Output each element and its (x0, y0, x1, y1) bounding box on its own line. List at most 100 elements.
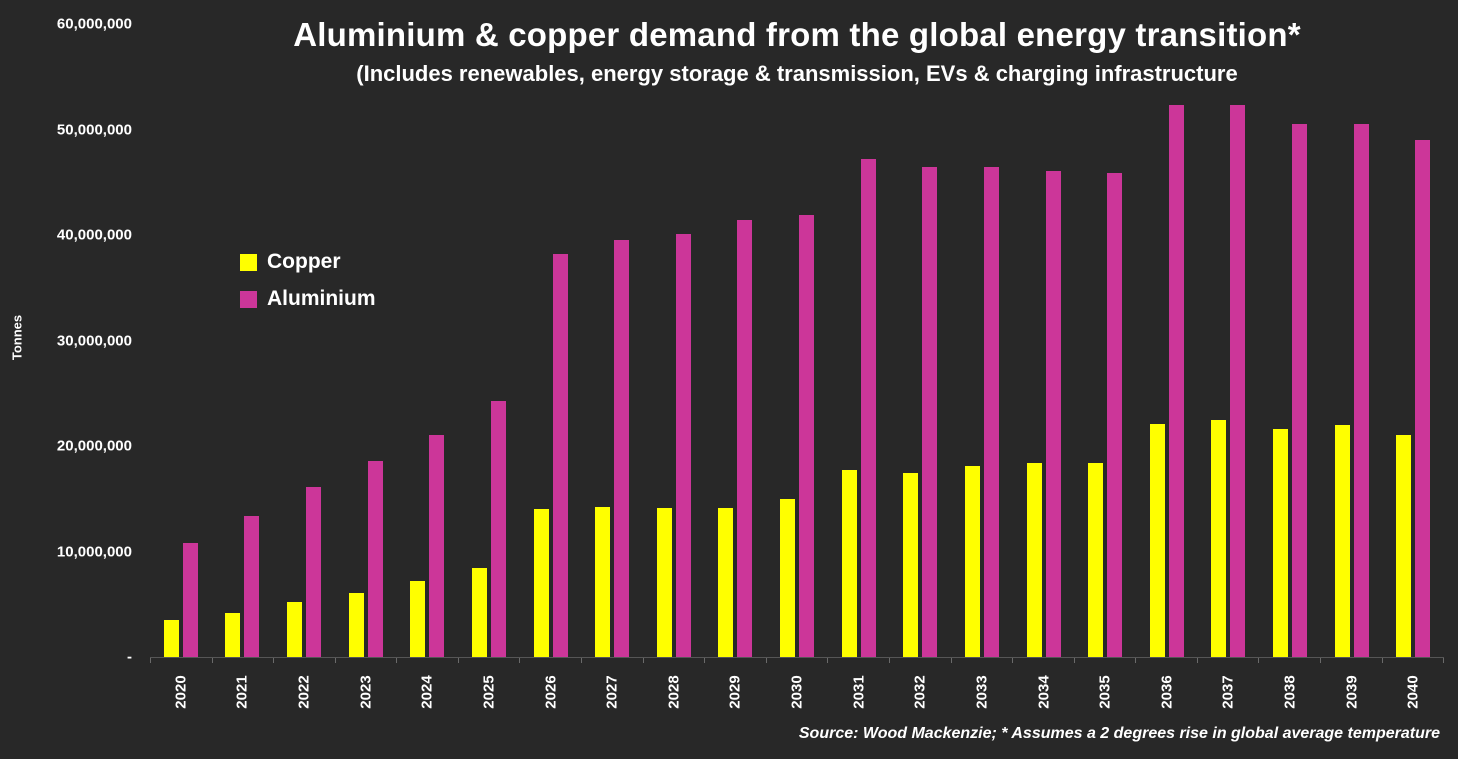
x-tick (1319, 658, 1382, 663)
bar-group-2036 (1136, 24, 1198, 657)
x-tick-label-2025: 2025 (480, 675, 498, 709)
x-tick (581, 658, 643, 663)
bar-copper-2034 (1026, 462, 1042, 657)
x-tick-label-2020: 2020 (172, 675, 190, 709)
bar-aluminium-2034 (1045, 170, 1061, 657)
bar-group-2032 (890, 24, 952, 657)
plot-area (150, 24, 1444, 657)
bar-copper-2029 (718, 508, 734, 657)
bar-aluminium-2024 (429, 435, 445, 657)
x-tick (827, 658, 889, 663)
bar-group-2020 (150, 24, 212, 657)
bar-group-2033 (951, 24, 1013, 657)
x-tick-label-2023: 2023 (357, 675, 375, 709)
bar-group-2037 (1198, 24, 1260, 657)
y-tick-label: 50,000,000 (56, 121, 132, 138)
legend-swatch-aluminium (240, 290, 257, 308)
bar-group-2029 (705, 24, 767, 657)
bar-aluminium-2026 (552, 254, 568, 657)
x-tick (396, 658, 458, 663)
bar-copper-2038 (1273, 429, 1289, 657)
legend-label-copper: Copper (267, 250, 341, 273)
bar-group-2024 (397, 24, 459, 657)
x-tick (1012, 658, 1074, 663)
bar-aluminium-2022 (306, 487, 322, 657)
bar-copper-2022 (287, 602, 303, 657)
bar-aluminium-2039 (1353, 124, 1369, 657)
x-tick-label-2026: 2026 (542, 675, 560, 709)
x-axis-ticks (150, 657, 1445, 663)
bar-aluminium-2029 (737, 220, 753, 657)
x-tick-label-2027: 2027 (603, 675, 621, 709)
x-tick (642, 658, 705, 663)
bar-aluminium-2028 (675, 233, 691, 657)
bar-group-2038 (1259, 24, 1321, 657)
bar-group-2021 (212, 24, 274, 657)
bar-copper-2031 (841, 470, 857, 657)
bar-group-2030 (766, 24, 828, 657)
bar-aluminium-2031 (860, 159, 876, 657)
y-tick-label: - (127, 648, 132, 666)
x-tick (1381, 658, 1445, 663)
x-tick-label-2037: 2037 (1219, 675, 1237, 709)
x-tick-label-2024: 2024 (418, 675, 436, 709)
bar-group-2022 (273, 24, 335, 657)
bar-copper-2040 (1396, 435, 1412, 657)
bar-aluminium-2032 (922, 167, 938, 657)
bar-copper-2032 (903, 473, 919, 657)
x-tick-label-2038: 2038 (1281, 675, 1299, 709)
bar-group-2023 (335, 24, 397, 657)
y-tick-label: 40,000,000 (56, 226, 132, 244)
x-tick-label-2033: 2033 (973, 675, 991, 709)
bar-aluminium-2025 (490, 400, 506, 657)
bar-copper-2035 (1088, 462, 1104, 657)
legend-item-copper: Copper (240, 250, 376, 274)
bar-aluminium-2020 (182, 543, 198, 657)
bar-aluminium-2021 (244, 515, 260, 657)
x-tick (950, 658, 1013, 663)
x-tick (150, 658, 212, 663)
bar-copper-2021 (225, 612, 241, 657)
x-tick (273, 658, 335, 663)
x-tick (1073, 658, 1136, 663)
x-tick-label-2031: 2031 (850, 675, 868, 709)
x-tick-label-2021: 2021 (233, 675, 251, 709)
bar-group-2039 (1321, 24, 1383, 657)
bar-group-2026 (520, 24, 582, 657)
bar-group-2031 (828, 24, 890, 657)
bar-copper-2026 (533, 509, 549, 657)
bar-group-2027 (581, 24, 643, 657)
bar-aluminium-2033 (983, 167, 999, 657)
y-tick-label: 30,000,000 (56, 332, 132, 349)
x-tick (1258, 658, 1320, 663)
bar-copper-2036 (1149, 423, 1165, 657)
x-tick (704, 658, 766, 663)
x-tick-label-2022: 2022 (295, 675, 313, 709)
x-tick (888, 658, 951, 663)
source-note: Source: Wood Mackenzie; * Assumes a 2 de… (798, 725, 1440, 742)
bar-aluminium-2035 (1107, 172, 1123, 657)
x-tick (765, 658, 828, 663)
bar-copper-2023 (348, 592, 364, 657)
x-tick-label-2029: 2029 (726, 675, 744, 709)
y-axis-tick-labels: 60,000,000 50,000,000 40,000,000 30,000,000… (0, 16, 138, 666)
legend-item-aluminium: Aluminium (240, 287, 376, 311)
bar-group-2034 (1013, 24, 1075, 657)
x-tick (457, 658, 520, 663)
bar-group-2028 (643, 24, 705, 657)
x-tick (211, 658, 274, 663)
x-tick (519, 658, 581, 663)
y-tick-label: 10,000,000 (56, 543, 132, 560)
y-tick-label: 20,000,000 (56, 437, 132, 455)
x-tick-label-2040: 2040 (1404, 675, 1422, 709)
bar-copper-2033 (964, 466, 980, 657)
bar-copper-2027 (595, 507, 611, 657)
x-tick-label-2030: 2030 (788, 675, 806, 709)
x-tick-label-2034: 2034 (1035, 675, 1053, 709)
y-tick-label: 60,000,000 (56, 15, 132, 33)
bar-aluminium-2037 (1230, 105, 1246, 657)
x-tick (1135, 658, 1197, 663)
bar-copper-2039 (1334, 424, 1350, 657)
x-tick-label-2036: 2036 (1158, 675, 1176, 709)
